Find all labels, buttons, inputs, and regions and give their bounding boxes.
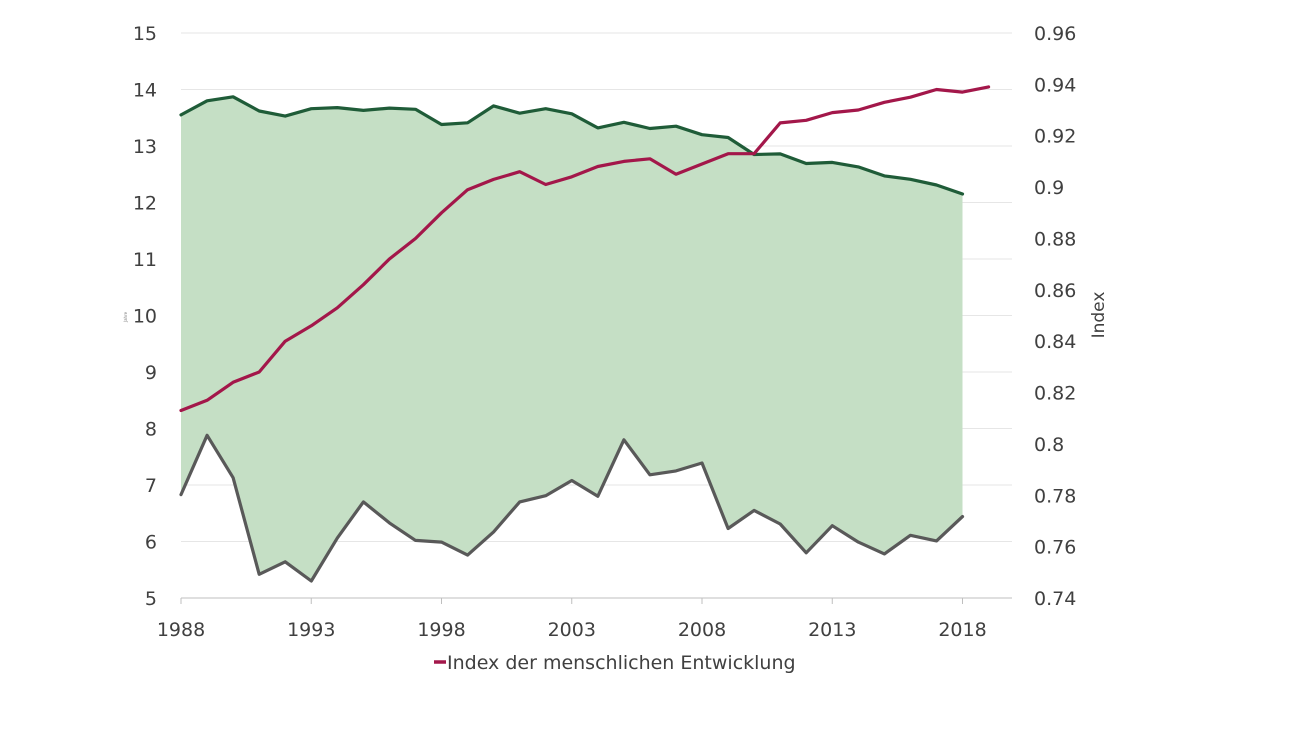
- left-tick-label: 13: [133, 136, 157, 158]
- right-tick-label: 0.74: [1034, 588, 1076, 610]
- right-tick-label: 0.84: [1034, 331, 1076, 353]
- right-tick-label: 0.82: [1034, 383, 1076, 405]
- x-tick-label: 2003: [548, 619, 596, 641]
- right-tick-label: 0.92: [1034, 126, 1076, 148]
- x-tick-label: 1988: [157, 619, 205, 641]
- range-band-area: [181, 96, 963, 582]
- left-tick-label: 7: [145, 475, 157, 497]
- series-line-1: [179, 433, 965, 583]
- x-tick-label: 2018: [938, 619, 986, 641]
- left-tick-label: 5: [145, 588, 157, 610]
- left-tick-label: 14: [133, 80, 157, 102]
- right-tick-label: 0.96: [1034, 23, 1076, 45]
- x-tick-label: 1998: [417, 619, 465, 641]
- x-tick-label: 1993: [287, 619, 335, 641]
- legend: Index der menschlichen Entwicklung: [434, 652, 796, 674]
- left-tick-label: 11: [133, 249, 157, 271]
- series-line-2: [179, 85, 991, 413]
- left-axis-tiny-label: Jahre: [123, 311, 128, 323]
- left-tick-label: 9: [145, 362, 157, 384]
- left-tick-label: 8: [145, 419, 157, 441]
- right-tick-label: 0.86: [1034, 280, 1076, 302]
- right-tick-label: 0.94: [1034, 74, 1076, 96]
- right-tick-label: 0.78: [1034, 485, 1076, 507]
- legend-label: Index der menschlichen Entwicklung: [447, 652, 796, 674]
- right-axis-title: Index: [1089, 292, 1109, 339]
- axes: 5 6 7 8 9 10 11 12 13 14 15 0.74 0.76 0.78 0.8 0.82 0.84…: [133, 23, 1077, 641]
- series-line-0: [179, 95, 965, 196]
- left-tick-label: 10: [133, 306, 157, 328]
- range-band: [181, 96, 963, 582]
- right-tick-label: 0.9: [1034, 177, 1064, 199]
- left-tick-label: 15: [133, 23, 157, 45]
- left-tick-label: 12: [133, 193, 157, 215]
- right-tick-label: 0.88: [1034, 228, 1076, 250]
- right-tick-label: 0.8: [1034, 434, 1064, 456]
- x-tick-label: 2013: [808, 619, 856, 641]
- series-lines: [179, 85, 991, 583]
- left-tick-label: 6: [145, 532, 157, 554]
- x-tick-label: 2008: [678, 619, 726, 641]
- right-tick-label: 0.76: [1034, 537, 1076, 559]
